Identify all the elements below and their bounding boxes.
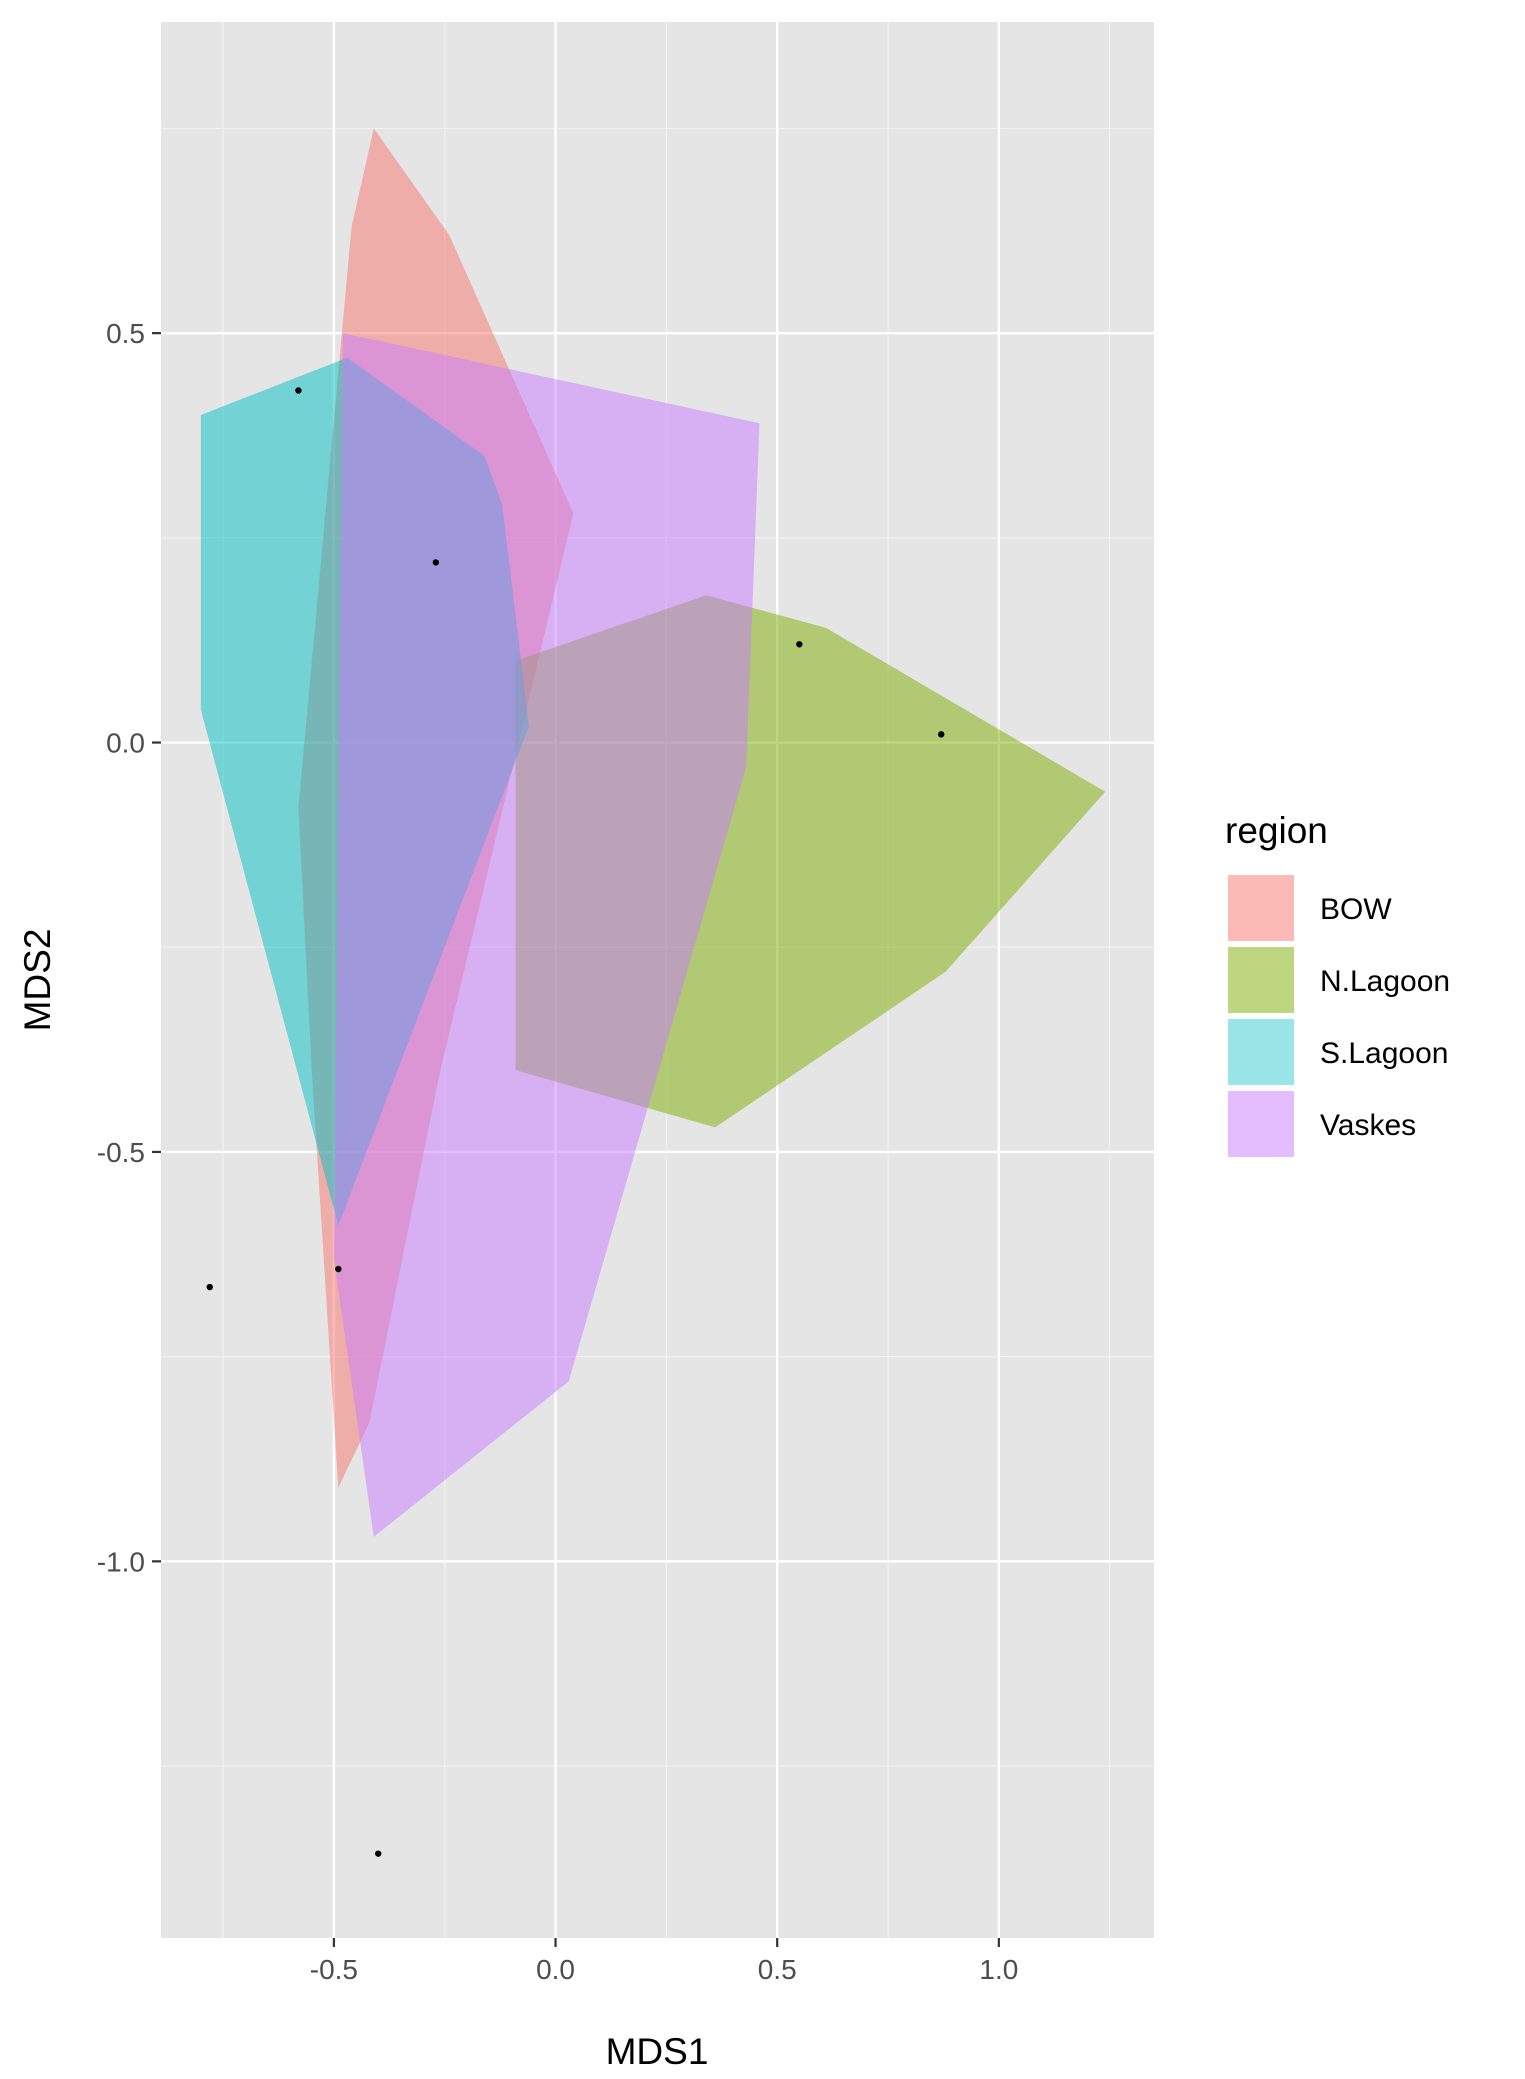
legend-key-bow [1228, 875, 1294, 941]
data-point [335, 1265, 342, 1273]
region-hulls [200, 128, 1106, 1537]
hull-vaskes [333, 333, 760, 1537]
legend-label-vaskes: Vaskes [1320, 1109, 1416, 1142]
x-tick-label: -0.5 [310, 1954, 358, 1985]
y-tick-label: 0.0 [106, 728, 145, 759]
x-tick-label: 0.5 [758, 1954, 797, 1985]
x-tick-label: 0.0 [536, 1954, 575, 1985]
legend: region BOW N.Lagoon S.Lagoon Vaskes [1225, 810, 1450, 1157]
legend-key-vaskes [1228, 1091, 1294, 1157]
legend-label-bow: BOW [1320, 893, 1392, 926]
y-tick-label: 0.5 [106, 318, 145, 349]
legend-label-s-lagoon: S.Lagoon [1320, 1037, 1448, 1070]
legend-item-s-lagoon: S.Lagoon [1228, 1019, 1448, 1085]
legend-item-bow: BOW [1228, 875, 1392, 941]
x-axis-title: MDS1 [606, 2031, 709, 2072]
data-point [938, 731, 945, 738]
data-point [206, 1283, 213, 1291]
data-point [295, 387, 302, 394]
data-point [375, 1850, 382, 1857]
legend-item-vaskes: Vaskes [1228, 1091, 1416, 1157]
legend-item-n-lagoon: N.Lagoon [1228, 947, 1450, 1013]
data-points [206, 387, 945, 1857]
data-point [796, 641, 803, 648]
legend-key-n-lagoon [1228, 947, 1294, 1013]
y-tick-label: -0.5 [97, 1137, 145, 1168]
y-tick-label: -1.0 [97, 1546, 145, 1577]
legend-title: region [1225, 810, 1328, 851]
legend-key-s-lagoon [1228, 1019, 1294, 1085]
axes: -0.5 0.0 0.5 1.0 0.5 0.0 -0.5 -1.0 [97, 318, 1019, 1985]
x-tick-label: 1.0 [979, 1954, 1018, 1985]
legend-label-n-lagoon: N.Lagoon [1320, 965, 1450, 998]
y-axis-title: MDS2 [17, 929, 58, 1032]
data-point [432, 559, 440, 566]
